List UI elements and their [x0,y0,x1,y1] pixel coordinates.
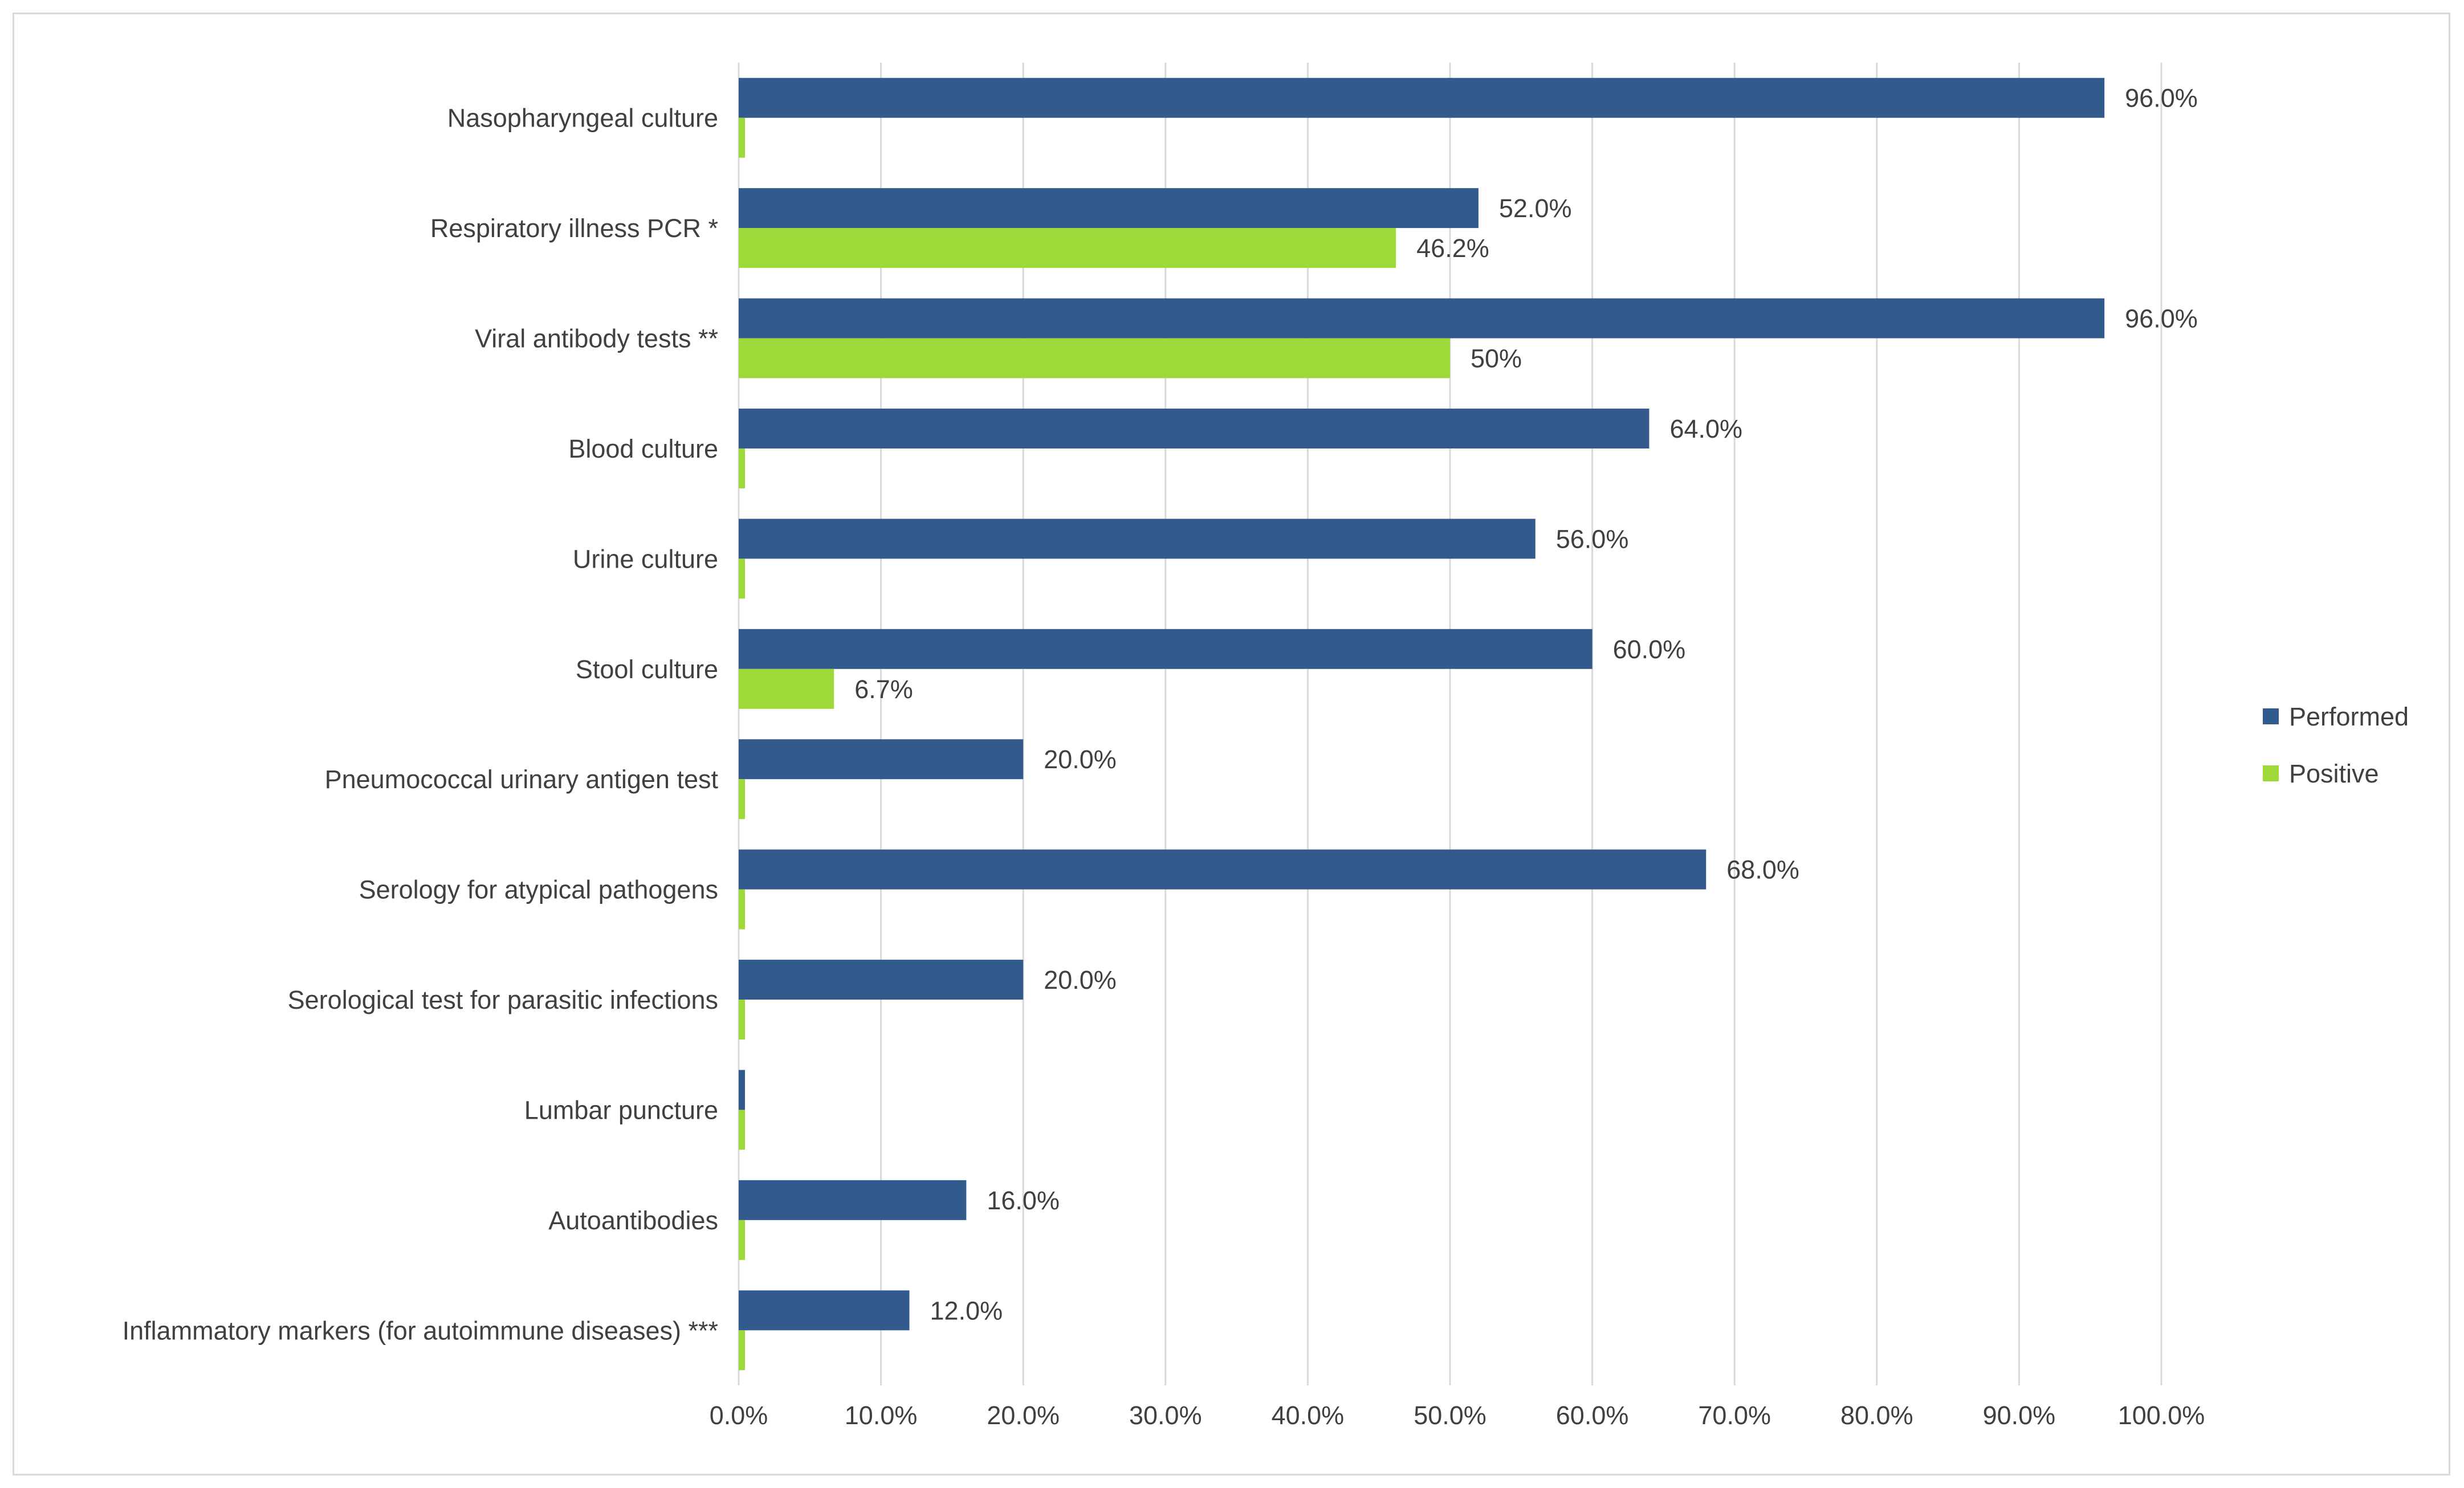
category-label: Pneumococcal urinary antigen test [325,765,719,794]
positive-bar [739,338,1450,378]
performed-data-label: 96.0% [2125,84,2198,113]
performed-data-label: 20.0% [1044,965,1117,994]
category-label: Serological test for parasitic infection… [288,985,718,1014]
positive-bar [739,1110,745,1150]
performed-data-label: 12.0% [930,1296,1003,1325]
positive-legend-swatch [2263,765,2279,781]
positive-bar [739,1000,745,1040]
positive-bar [739,779,745,820]
performed-data-label: 64.0% [1669,414,1742,443]
x-tick-label: 60.0% [1556,1401,1629,1430]
performed-data-label: 56.0% [1556,524,1629,553]
category-label: Inflammatory markers (for autoimmune dis… [123,1316,718,1345]
chart-svg: 96.0% 52.0% 46.2% 96.0% 50% 64.0% 56.0% 60.0% 6.… [123,63,2409,1430]
data-labels: 96.0% 52.0% 46.2% 96.0% 50% 64.0% 56.0% 60.0% 6.… [854,84,2198,1326]
performed-data-label: 16.0% [987,1186,1060,1215]
x-tick-label: 100.0% [2118,1401,2205,1430]
performed-data-label: 68.0% [1726,855,1799,884]
performed-data-label: 60.0% [1613,635,1686,664]
x-tick-label: 40.0% [1272,1401,1345,1430]
performed-bar [739,849,1707,890]
category-label: Nasopharyngeal culture [447,104,718,133]
legend: Performed Positive [2263,702,2409,788]
performed-legend-swatch [2263,708,2279,724]
category-label: Lumbar puncture [524,1095,718,1124]
positive-bar [739,889,745,930]
category-label: Autoantibodies [548,1206,718,1235]
performed-data-label: 96.0% [2125,304,2198,333]
performed-bar [739,739,1024,780]
category-labels: Nasopharyngeal culture Respiratory illnes… [123,104,719,1346]
performed-bar [739,78,2105,118]
performed-data-label: 20.0% [1044,745,1117,774]
gridlines [738,63,2162,1385]
category-label: Viral antibody tests ** [475,324,718,353]
positive-bar [739,117,745,158]
chart-frame: 96.0% 52.0% 46.2% 96.0% 50% 64.0% 56.0% 60.0% 6.… [13,13,2450,1475]
bars [739,78,2105,1371]
x-tick-label: 10.0% [845,1401,918,1430]
x-tick-label: 70.0% [1698,1401,1771,1430]
x-tick-label: 90.0% [1983,1401,2056,1430]
performed-bar [739,1290,910,1331]
x-axis-ticks: 0.0% 10.0% 20.0% 30.0% 40.0% 50.0% 60.0% 70.0% 8… [710,1401,2205,1430]
performed-bar [739,298,2105,339]
performed-bar [739,408,1650,449]
category-label: Serology for atypical pathogens [359,875,718,904]
positive-data-label: 6.7% [854,675,913,704]
x-tick-label: 80.0% [1840,1401,1913,1430]
positive-legend-label: Positive [2289,759,2379,788]
category-label: Stool culture [576,655,718,684]
performed-bar [739,519,1536,559]
performed-data-label: 52.0% [1499,194,1572,223]
category-label: Blood culture [568,434,718,463]
x-tick-label: 0.0% [710,1401,768,1430]
positive-data-label: 46.2% [1416,234,1489,263]
positive-bar [739,668,834,709]
category-label: Urine culture [573,544,718,573]
performed-bar [739,188,1479,229]
category-label: Respiratory illness PCR * [430,214,718,243]
x-tick-label: 50.0% [1414,1401,1486,1430]
positive-data-label: 50% [1471,344,1522,373]
positive-bar [739,1330,745,1371]
performed-bar [739,629,1593,669]
positive-bar [739,448,745,488]
performed-bar [739,1180,967,1220]
x-tick-label: 20.0% [987,1401,1060,1430]
positive-bar [739,558,745,599]
performed-legend-label: Performed [2289,702,2409,731]
positive-bar [739,1220,745,1260]
x-tick-label: 30.0% [1129,1401,1202,1430]
performed-bar [739,1070,745,1110]
positive-bar [739,228,1396,268]
performed-bar [739,960,1024,1000]
